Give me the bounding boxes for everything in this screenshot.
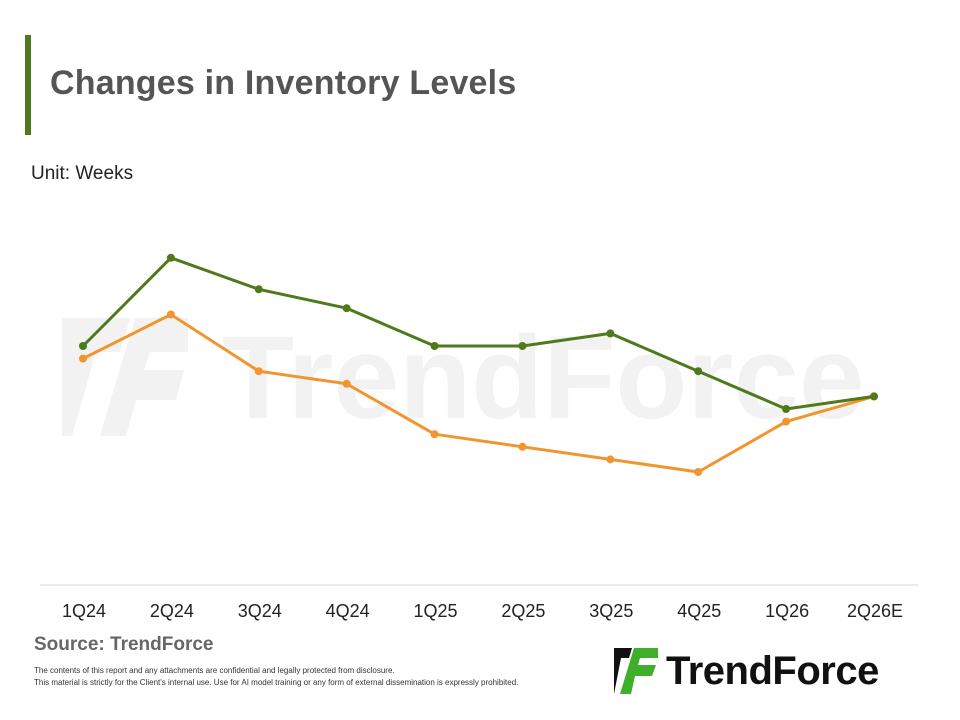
unit-label: Unit: Weeks <box>31 163 134 184</box>
x-tick-label: 2Q25 <box>501 601 545 621</box>
data-point <box>606 329 615 338</box>
data-point <box>166 310 175 319</box>
data-point <box>782 417 791 426</box>
x-tick-label: 3Q24 <box>238 601 282 621</box>
series-line <box>81 256 875 411</box>
data-point <box>79 342 87 350</box>
trendforce-logo: TrendForce <box>612 646 879 696</box>
x-tick-label: 2Q26E <box>847 601 903 621</box>
series-line <box>82 313 875 474</box>
data-point <box>342 379 351 388</box>
data-point <box>606 455 615 464</box>
data-point <box>782 405 791 413</box>
data-point <box>694 367 703 376</box>
watermark-text: TrendForce <box>222 312 865 444</box>
trendforce-logo-text: TrendForce <box>666 648 879 693</box>
page-title: Changes in Inventory Levels <box>50 64 517 102</box>
data-point <box>430 342 439 350</box>
x-tick-label: 2Q24 <box>150 601 194 621</box>
data-point <box>694 468 703 476</box>
series-1 <box>79 253 878 413</box>
line-chart: TrendForce 1Q24 2Q24 3Q24 4Q24 1Q25 2Q25 3Q25 4… <box>40 253 918 621</box>
data-point <box>870 392 878 401</box>
data-point <box>430 430 439 439</box>
x-tick-label: 1Q24 <box>62 601 106 621</box>
disclaimer: The contents of this report and any atta… <box>34 665 518 689</box>
data-point <box>518 442 527 451</box>
data-point <box>254 285 263 294</box>
data-point <box>342 304 351 313</box>
data-point <box>518 342 527 350</box>
data-point <box>166 253 175 262</box>
x-tick-label: 4Q24 <box>326 601 370 621</box>
trendforce-logo-icon <box>614 648 658 694</box>
x-tick-labels: 1Q24 2Q24 3Q24 4Q24 1Q25 2Q25 3Q25 4Q25 1Q26 2Q26… <box>62 601 903 621</box>
x-tick-label: 1Q26 <box>765 601 809 621</box>
title-accent-bar <box>25 35 31 135</box>
watermark-icon <box>62 318 188 436</box>
source-label: Source: TrendForce <box>34 634 214 655</box>
x-tick-label: 4Q25 <box>677 601 721 621</box>
series-layer <box>79 253 878 476</box>
disclaimer-line-1: The contents of this report and any atta… <box>34 666 395 675</box>
x-tick-label: 1Q25 <box>414 601 458 621</box>
x-tick-label: 3Q25 <box>589 601 633 621</box>
trendforce-watermark: TrendForce <box>62 312 865 444</box>
data-point <box>254 367 263 376</box>
disclaimer-line-2: This material is strictly for the Client… <box>34 678 519 687</box>
data-point <box>79 354 87 363</box>
